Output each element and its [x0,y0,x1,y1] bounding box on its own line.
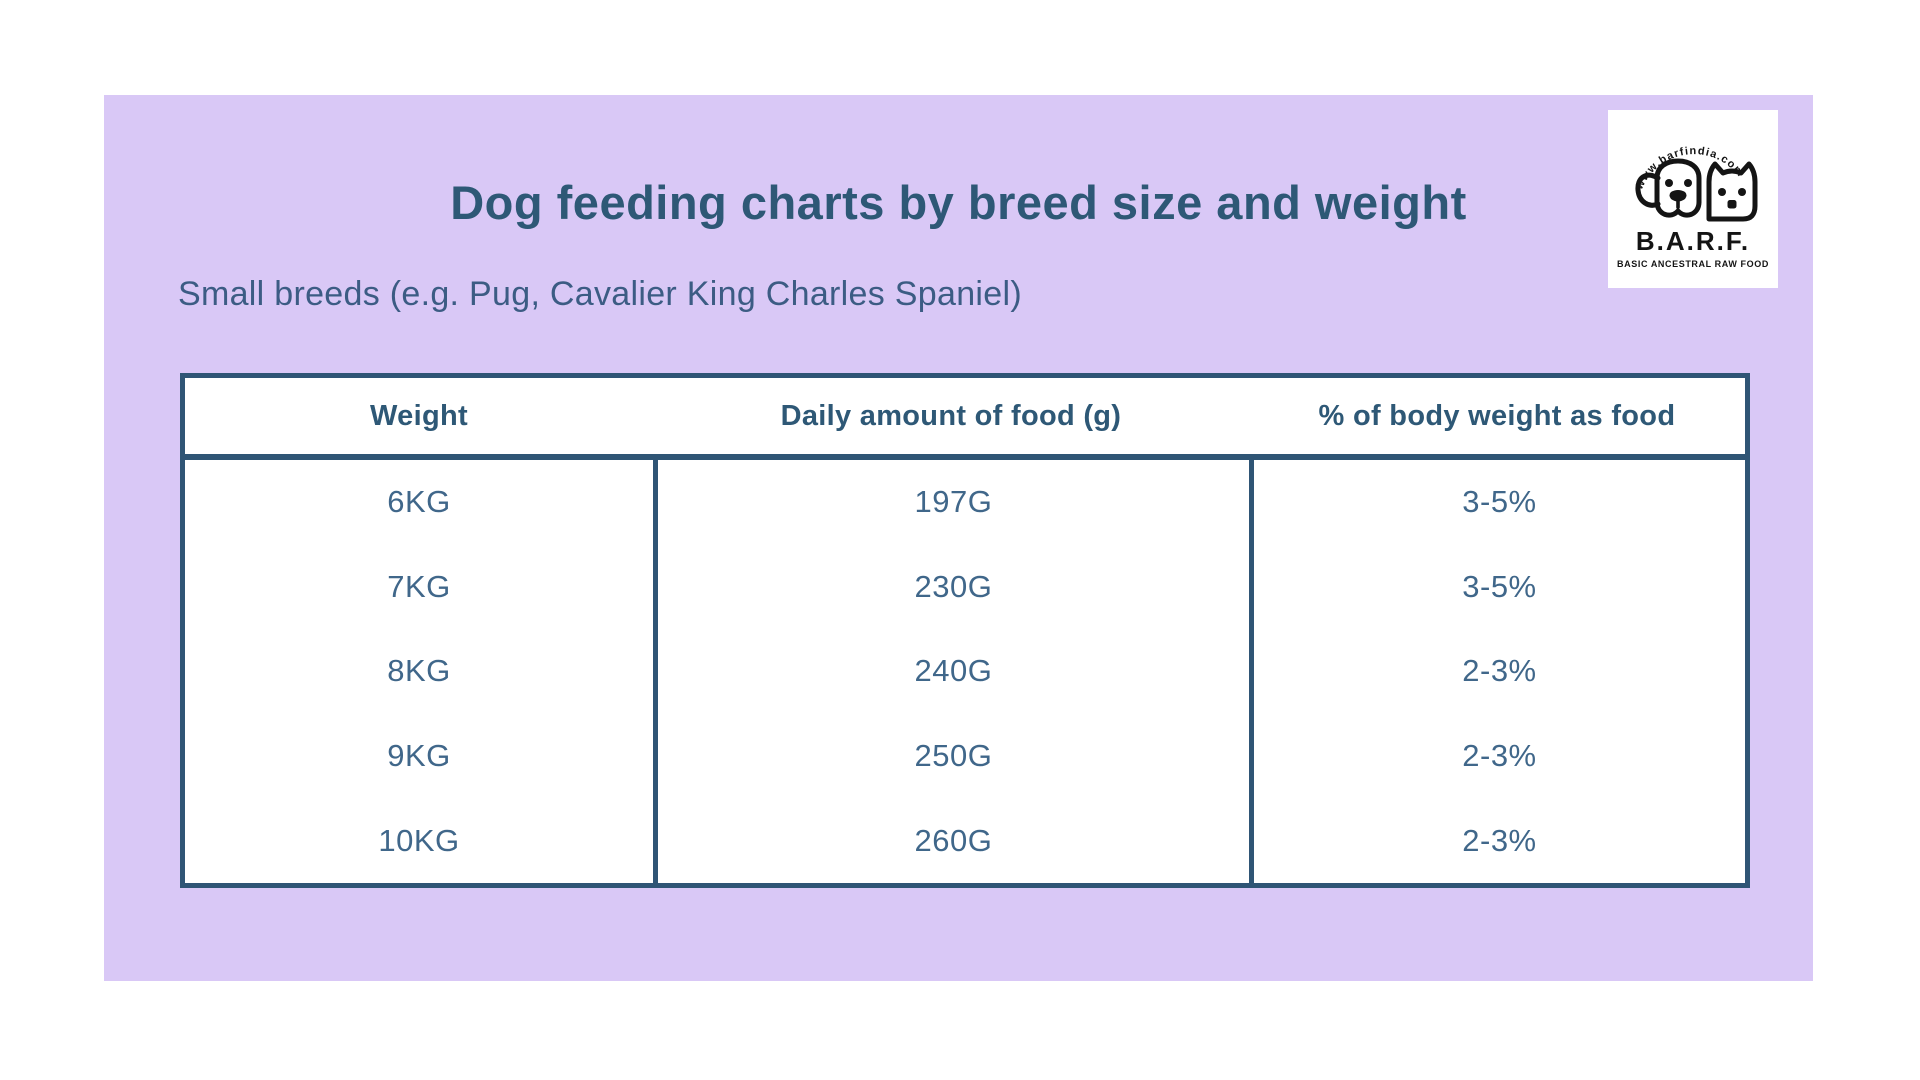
cell-weight: 9KG [387,738,451,774]
cell-daily-amount: 240G [914,653,993,689]
feeding-table: Weight Daily amount of food (g) % of bod… [180,373,1750,888]
column-header-weight: Weight [370,399,468,432]
cell-weight: 6KG [387,484,451,520]
cell-daily-amount: 250G [914,738,993,774]
table-header-row: Weight Daily amount of food (g) % of bod… [185,378,1745,460]
table-column-daily-amount: 197G 230G 240G 250G 260G [653,460,1249,883]
cell-daily-amount: 197G [914,484,993,520]
table-body: 6KG 7KG 8KG 9KG 10KG 197G 230G 240G 250G… [185,460,1745,883]
table-column-weight: 6KG 7KG 8KG 9KG 10KG [185,460,653,883]
cell-daily-amount: 230G [914,568,993,604]
cell-percent: 2-3% [1462,738,1537,774]
page-subtitle: Small breeds (e.g. Pug, Cavalier King Ch… [178,275,1022,313]
cell-percent: 2-3% [1462,822,1537,858]
cell-weight: 10KG [378,822,460,858]
cell-daily-amount: 260G [914,822,993,858]
cell-percent: 3-5% [1462,568,1537,604]
table-column-percent: 3-5% 3-5% 2-3% 2-3% 2-3% [1248,460,1745,883]
column-header-daily-amount: Daily amount of food (g) [780,399,1122,432]
cell-percent: 3-5% [1462,484,1537,520]
infographic-panel: Dog feeding charts by breed size and wei… [104,95,1813,981]
cell-weight: 8KG [387,653,451,689]
logo-name: B.A.R.F. [1635,226,1751,256]
barf-logo: www.barfindia.com [1608,110,1778,288]
logo-tagline: BASIC ANCESTRAL RAW FOOD [1617,259,1769,269]
cell-weight: 7KG [387,568,451,604]
column-header-percent-body-weight: % of body weight as food [1318,399,1676,432]
cell-percent: 2-3% [1462,653,1537,689]
dog-and-cat-icon: www.barfindia.com [1633,145,1758,222]
page-title: Dog feeding charts by breed size and wei… [450,176,1467,229]
